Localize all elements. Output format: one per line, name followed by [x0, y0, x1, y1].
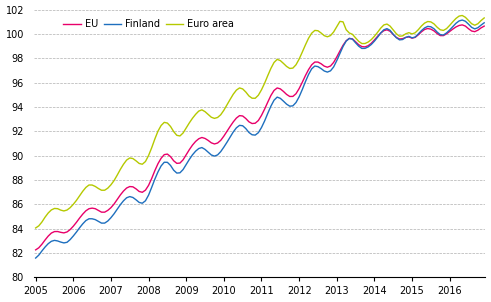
EU: [481, 24, 487, 28]
Euro area: [481, 16, 487, 20]
Euro area: [393, 32, 399, 36]
Finland: [353, 41, 358, 45]
Finland: [459, 18, 465, 22]
EU: [400, 37, 406, 40]
Finland: [393, 36, 399, 40]
Line: EU: EU: [36, 25, 484, 250]
EU: [459, 23, 465, 27]
Finland: [171, 169, 177, 172]
EU: [353, 40, 358, 44]
Finland: [481, 21, 487, 24]
Legend: EU, Finland, Euro area: EU, Finland, Euro area: [61, 17, 236, 31]
EU: [99, 210, 105, 214]
EU: [171, 159, 177, 162]
Euro area: [64, 208, 70, 212]
Line: Euro area: Euro area: [36, 15, 484, 228]
Euro area: [459, 14, 465, 17]
EU: [393, 36, 399, 39]
Euro area: [400, 34, 406, 38]
Finland: [99, 221, 105, 225]
Finland: [64, 240, 70, 244]
Euro area: [33, 226, 39, 230]
Euro area: [353, 36, 358, 40]
Euro area: [171, 130, 177, 133]
EU: [33, 248, 39, 252]
Finland: [400, 38, 406, 41]
EU: [64, 230, 70, 234]
Line: Finland: Finland: [36, 20, 484, 258]
Euro area: [99, 188, 105, 192]
Finland: [33, 256, 39, 260]
